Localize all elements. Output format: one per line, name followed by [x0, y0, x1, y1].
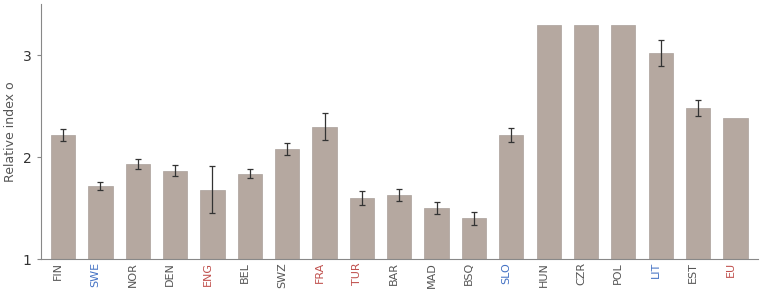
- Bar: [350, 198, 374, 259]
- Bar: [574, 25, 598, 259]
- Bar: [312, 127, 337, 259]
- Bar: [424, 208, 449, 259]
- Bar: [648, 53, 673, 259]
- Bar: [88, 186, 113, 259]
- Bar: [126, 164, 150, 259]
- Bar: [462, 218, 486, 259]
- Bar: [499, 135, 523, 259]
- Bar: [536, 25, 561, 259]
- Bar: [163, 171, 187, 259]
- Bar: [51, 135, 75, 259]
- Y-axis label: Relative index o: Relative index o: [4, 81, 18, 182]
- Bar: [275, 149, 299, 259]
- Bar: [723, 119, 748, 259]
- Bar: [238, 173, 262, 259]
- Bar: [200, 190, 225, 259]
- Bar: [611, 25, 636, 259]
- Bar: [387, 195, 411, 259]
- Bar: [686, 108, 710, 259]
